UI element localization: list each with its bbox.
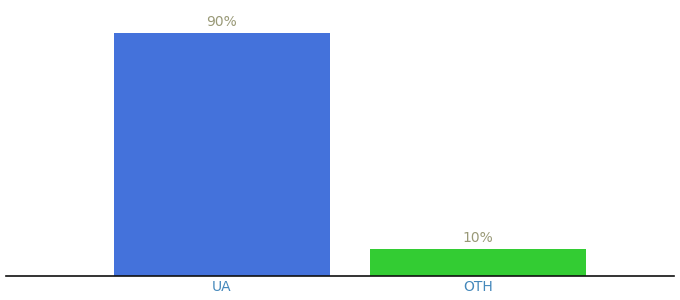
Bar: [369, 249, 586, 276]
Bar: [114, 33, 330, 276]
Text: 10%: 10%: [462, 230, 493, 244]
Text: 90%: 90%: [207, 14, 237, 28]
